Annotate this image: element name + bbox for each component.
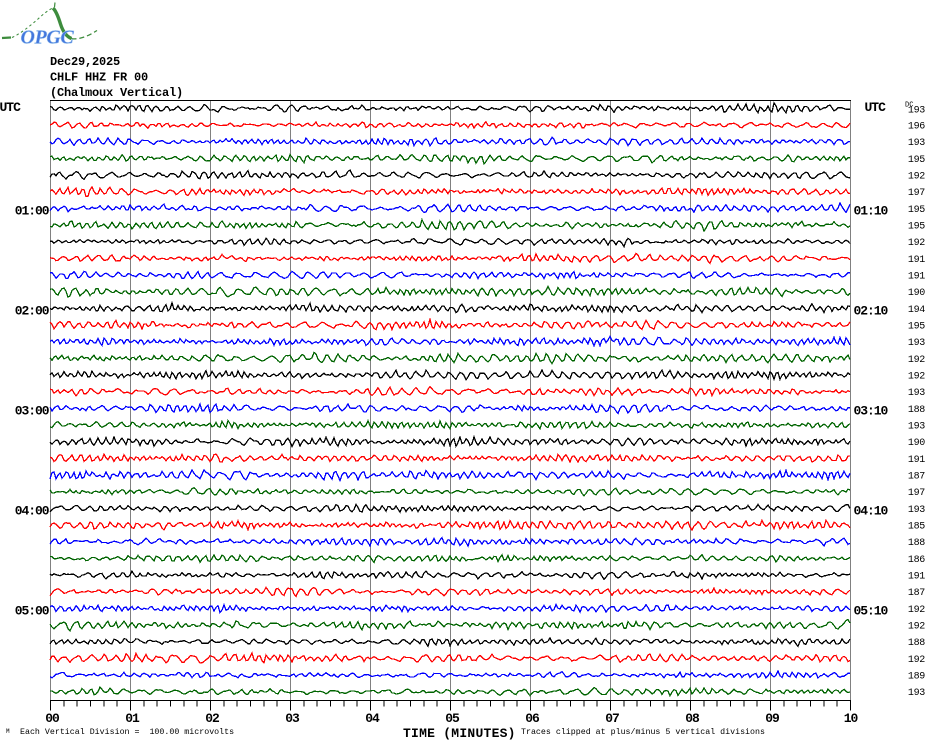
svg-text:185: 185: [908, 522, 925, 533]
svg-text:01: 01: [125, 711, 140, 726]
svg-text:01:10: 01:10: [854, 203, 889, 218]
svg-text:05: 05: [445, 711, 460, 726]
svg-text:05:10: 05:10: [854, 603, 889, 618]
svg-text:192: 192: [908, 622, 925, 633]
svg-text:193: 193: [908, 388, 925, 399]
svg-text:188: 188: [908, 538, 925, 549]
svg-text:192: 192: [908, 655, 925, 666]
svg-text:190: 190: [908, 288, 925, 299]
svg-text:193: 193: [908, 338, 925, 349]
svg-text:06: 06: [525, 711, 540, 726]
svg-text:10: 10: [844, 711, 859, 726]
svg-text:Each Vertical Division = 100.: Each Vertical Division = 100.00 microvol…: [20, 727, 234, 737]
svg-text:193: 193: [908, 106, 925, 117]
svg-text:188: 188: [908, 638, 925, 649]
svg-text:02: 02: [205, 711, 220, 726]
svg-text:03: 03: [285, 711, 300, 726]
svg-text:195: 195: [908, 322, 925, 333]
svg-text:00: 00: [45, 711, 60, 726]
svg-text:186: 186: [908, 555, 925, 566]
svg-text:192: 192: [908, 238, 925, 249]
svg-text:193: 193: [908, 422, 925, 433]
svg-text:04:10: 04:10: [854, 503, 889, 518]
svg-text:02:00: 02:00: [15, 303, 50, 318]
svg-text:197: 197: [908, 488, 925, 499]
svg-text:01:00: 01:00: [15, 203, 50, 218]
svg-text:M: M: [6, 728, 10, 735]
svg-text:02:10: 02:10: [854, 303, 889, 318]
svg-text:193: 193: [908, 138, 925, 149]
svg-text:TIME (MINUTES): TIME (MINUTES): [403, 726, 516, 741]
svg-text:UTC: UTC: [865, 100, 887, 115]
svg-text:192: 192: [908, 355, 925, 366]
svg-text:191: 191: [908, 572, 925, 583]
svg-text:Dec29,2025: Dec29,2025: [50, 55, 120, 69]
svg-text:197: 197: [908, 188, 925, 199]
svg-text:09: 09: [765, 711, 780, 726]
svg-text:Traces clipped at plus/minus 5: Traces clipped at plus/minus 5 vertical …: [521, 727, 765, 737]
svg-text:187: 187: [908, 588, 925, 599]
svg-text:191: 191: [908, 255, 925, 266]
svg-text:CHLF HHZ FR 00: CHLF HHZ FR 00: [50, 71, 148, 85]
svg-text:(Chalmoux Vertical): (Chalmoux Vertical): [50, 86, 183, 100]
svg-text:194: 194: [908, 305, 925, 316]
svg-text:OPGC: OPGC: [21, 27, 75, 49]
svg-text:188: 188: [908, 405, 925, 416]
svg-text:193: 193: [908, 505, 925, 516]
svg-text:04: 04: [365, 711, 380, 726]
svg-text:08: 08: [685, 711, 700, 726]
svg-text:191: 191: [908, 455, 925, 466]
svg-text:195: 195: [908, 205, 925, 216]
svg-text:03:10: 03:10: [854, 403, 889, 418]
svg-text:03:00: 03:00: [15, 403, 50, 418]
svg-text:UTC: UTC: [0, 100, 21, 115]
svg-text:07: 07: [605, 711, 619, 726]
svg-text:DC: DC: [905, 102, 913, 110]
svg-text:193: 193: [908, 688, 925, 699]
svg-text:189: 189: [908, 672, 925, 683]
svg-text:04:00: 04:00: [15, 503, 50, 518]
svg-text:190: 190: [908, 438, 925, 449]
svg-text:192: 192: [908, 372, 925, 383]
svg-text:05:00: 05:00: [15, 603, 50, 618]
svg-text:187: 187: [908, 472, 925, 483]
svg-text:195: 195: [908, 222, 925, 233]
svg-text:192: 192: [908, 605, 925, 616]
svg-text:195: 195: [908, 155, 925, 166]
svg-text:196: 196: [908, 122, 925, 133]
svg-text:192: 192: [908, 172, 925, 183]
svg-text:191: 191: [908, 272, 925, 283]
